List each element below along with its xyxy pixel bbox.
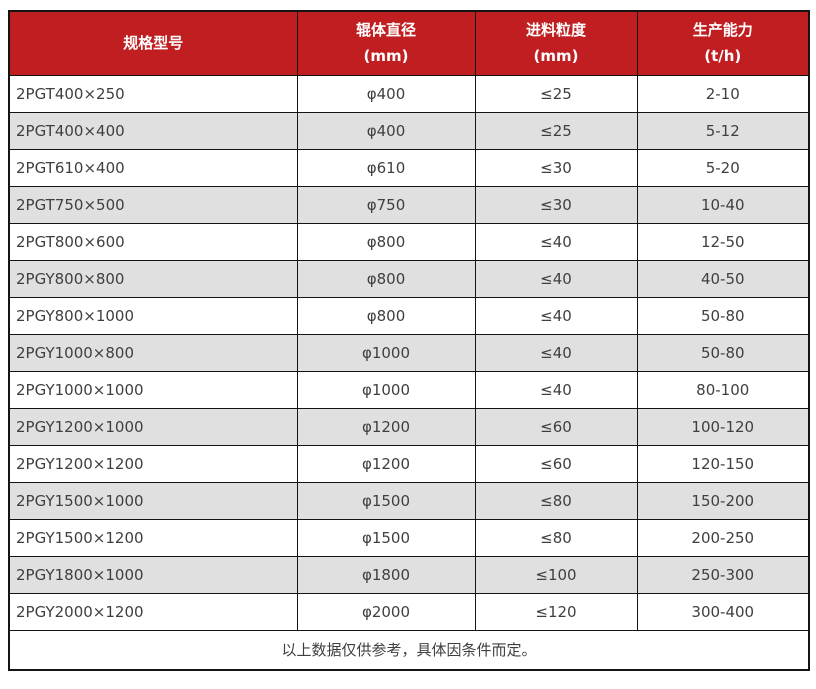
cell-capacity: 2-10 <box>636 74 810 113</box>
cell-capacity: 200-250 <box>636 518 810 557</box>
spec-table: 规格型号 辊体直径 (mm) 进料粒度 (mm) 生产能力 (t/h) 2PGT… <box>8 10 810 671</box>
cell-capacity: 10-40 <box>636 185 810 224</box>
cell-feed-size: ≤60 <box>474 444 638 483</box>
cell-model: 2PGY1500×1200 <box>8 518 298 557</box>
cell-roller-diameter: φ1000 <box>296 370 476 409</box>
header-cell-capacity: 生产能力 (t/h) <box>636 10 810 76</box>
cell-capacity: 5-20 <box>636 148 810 187</box>
cell-roller-diameter: φ2000 <box>296 592 476 631</box>
header-model-label: 规格型号 <box>123 34 184 53</box>
cell-feed-size: ≤30 <box>474 185 638 224</box>
cell-model: 2PGY800×1000 <box>8 296 298 335</box>
cell-roller-diameter: φ1200 <box>296 444 476 483</box>
cell-capacity: 300-400 <box>636 592 810 631</box>
cell-model: 2PGY1200×1200 <box>8 444 298 483</box>
cell-feed-size: ≤60 <box>474 407 638 446</box>
header-cell-model: 规格型号 <box>8 10 298 76</box>
header-roller-diameter-unit: (mm) <box>363 47 409 66</box>
cell-capacity: 80-100 <box>636 370 810 409</box>
cell-feed-size: ≤25 <box>474 111 638 150</box>
cell-roller-diameter: φ1800 <box>296 555 476 594</box>
spec-table-body: 2PGT400×250 φ400 ≤25 2-10 2PGT400×400 φ4… <box>8 74 810 631</box>
cell-roller-diameter: φ1500 <box>296 518 476 557</box>
table-row: 2PGY1000×1000 φ1000 ≤40 80-100 <box>8 370 810 409</box>
cell-capacity: 50-80 <box>636 333 810 372</box>
cell-model: 2PGT400×400 <box>8 111 298 150</box>
header-capacity-unit: (t/h) <box>704 47 742 66</box>
header-feed-size-unit: (mm) <box>533 47 579 66</box>
cell-capacity: 120-150 <box>636 444 810 483</box>
footer-note: 以上数据仅供参考，具体因条件而定。 <box>8 629 810 671</box>
cell-feed-size: ≤40 <box>474 296 638 335</box>
cell-feed-size: ≤25 <box>474 74 638 113</box>
cell-capacity: 250-300 <box>636 555 810 594</box>
cell-roller-diameter: φ800 <box>296 259 476 298</box>
cell-roller-diameter: φ800 <box>296 222 476 261</box>
header-feed-size-label: 进料粒度 <box>525 21 586 40</box>
table-row: 2PGY1200×1000 φ1200 ≤60 100-120 <box>8 407 810 446</box>
header-row: 规格型号 辊体直径 (mm) 进料粒度 (mm) 生产能力 (t/h) <box>8 10 810 76</box>
cell-model: 2PGY2000×1200 <box>8 592 298 631</box>
table-row: 2PGT400×400 φ400 ≤25 5-12 <box>8 111 810 150</box>
cell-model: 2PGY800×800 <box>8 259 298 298</box>
table-row: 2PGT610×400 φ610 ≤30 5-20 <box>8 148 810 187</box>
cell-model: 2PGT800×600 <box>8 222 298 261</box>
cell-feed-size: ≤40 <box>474 222 638 261</box>
cell-roller-diameter: φ1500 <box>296 481 476 520</box>
cell-capacity: 150-200 <box>636 481 810 520</box>
table-row: 2PGT800×600 φ800 ≤40 12-50 <box>8 222 810 261</box>
header-roller-diameter-label: 辊体直径 <box>355 21 416 40</box>
cell-model: 2PGY1000×800 <box>8 333 298 372</box>
header-cell-feed-size: 进料粒度 (mm) <box>474 10 638 76</box>
table-row: 2PGT750×500 φ750 ≤30 10-40 <box>8 185 810 224</box>
spec-table-foot: 以上数据仅供参考，具体因条件而定。 <box>8 629 810 671</box>
cell-model: 2PGY1200×1000 <box>8 407 298 446</box>
table-row: 2PGY1500×1000 φ1500 ≤80 150-200 <box>8 481 810 520</box>
table-row: 2PGY2000×1200 φ2000 ≤120 300-400 <box>8 592 810 631</box>
cell-capacity: 100-120 <box>636 407 810 446</box>
cell-capacity: 50-80 <box>636 296 810 335</box>
cell-roller-diameter: φ750 <box>296 185 476 224</box>
table-row: 2PGT400×250 φ400 ≤25 2-10 <box>8 74 810 113</box>
cell-model: 2PGT400×250 <box>8 74 298 113</box>
cell-roller-diameter: φ800 <box>296 296 476 335</box>
cell-roller-diameter: φ610 <box>296 148 476 187</box>
cell-roller-diameter: φ1000 <box>296 333 476 372</box>
cell-feed-size: ≤100 <box>474 555 638 594</box>
cell-feed-size: ≤80 <box>474 518 638 557</box>
footer-row: 以上数据仅供参考，具体因条件而定。 <box>8 629 810 671</box>
cell-roller-diameter: φ1200 <box>296 407 476 446</box>
cell-feed-size: ≤40 <box>474 370 638 409</box>
cell-model: 2PGY1500×1000 <box>8 481 298 520</box>
header-cell-roller-diameter: 辊体直径 (mm) <box>296 10 476 76</box>
cell-feed-size: ≤30 <box>474 148 638 187</box>
cell-capacity: 12-50 <box>636 222 810 261</box>
table-row: 2PGY1200×1200 φ1200 ≤60 120-150 <box>8 444 810 483</box>
cell-capacity: 5-12 <box>636 111 810 150</box>
cell-capacity: 40-50 <box>636 259 810 298</box>
cell-model: 2PGT750×500 <box>8 185 298 224</box>
spec-table-head: 规格型号 辊体直径 (mm) 进料粒度 (mm) 生产能力 (t/h) <box>8 10 810 76</box>
cell-feed-size: ≤80 <box>474 481 638 520</box>
cell-feed-size: ≤120 <box>474 592 638 631</box>
cell-feed-size: ≤40 <box>474 333 638 372</box>
cell-roller-diameter: φ400 <box>296 111 476 150</box>
table-row: 2PGY1800×1000 φ1800 ≤100 250-300 <box>8 555 810 594</box>
table-row: 2PGY1500×1200 φ1500 ≤80 200-250 <box>8 518 810 557</box>
cell-roller-diameter: φ400 <box>296 74 476 113</box>
cell-model: 2PGY1000×1000 <box>8 370 298 409</box>
table-row: 2PGY1000×800 φ1000 ≤40 50-80 <box>8 333 810 372</box>
table-row: 2PGY800×1000 φ800 ≤40 50-80 <box>8 296 810 335</box>
table-row: 2PGY800×800 φ800 ≤40 40-50 <box>8 259 810 298</box>
cell-feed-size: ≤40 <box>474 259 638 298</box>
header-capacity-label: 生产能力 <box>692 21 753 40</box>
cell-model: 2PGT610×400 <box>8 148 298 187</box>
cell-model: 2PGY1800×1000 <box>8 555 298 594</box>
